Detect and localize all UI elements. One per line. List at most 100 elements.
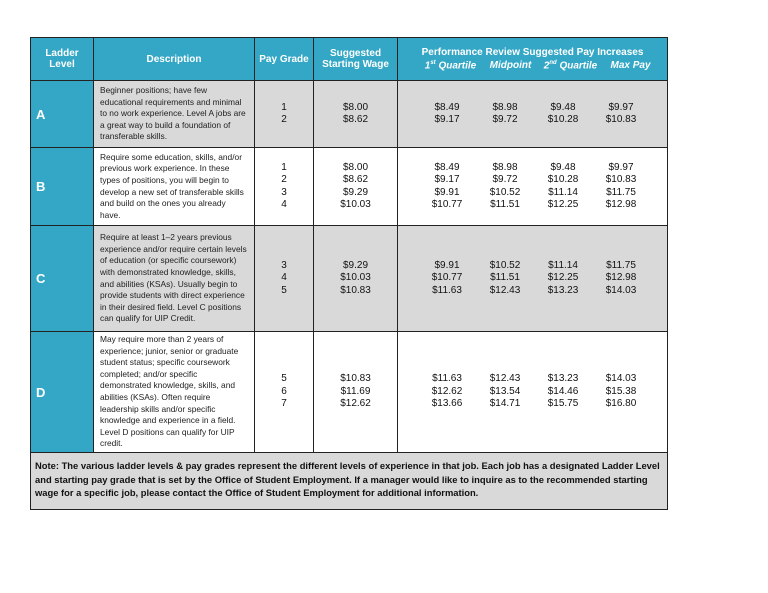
increases: $8.49 $9.17 $8.98 $9.72 $9.48 $10.28 $9.97 $10.… bbox=[398, 81, 667, 147]
increase-column: $8.98 $9.72 bbox=[476, 102, 534, 127]
increase-value: $8.49 bbox=[434, 101, 460, 113]
sub-header: Midpoint bbox=[481, 60, 541, 71]
increase-value: $13.54 bbox=[489, 385, 521, 397]
increase-value: $13.66 bbox=[431, 398, 463, 410]
increase-value: $12.43 bbox=[489, 284, 521, 296]
increases: $9.91 $10.77 $11.63 $10.52 $11.51 $12.43 $11.1… bbox=[398, 226, 667, 331]
increase-column: $11.14 $12.25 $13.23 bbox=[534, 260, 592, 298]
increase-value: $12.62 bbox=[431, 385, 463, 397]
starting-wage: $10.03 bbox=[340, 199, 371, 210]
pay-grade: 4 bbox=[281, 199, 287, 210]
increase-value: $9.97 bbox=[608, 101, 634, 113]
pay-grade: 1 bbox=[281, 161, 287, 173]
sub-header-label: Quartile bbox=[559, 60, 598, 72]
increase-column: $12.43 $13.54 $14.71 bbox=[476, 373, 534, 411]
description: Require at least 1–2 years previous expe… bbox=[94, 226, 255, 331]
increase-value: $9.91 bbox=[434, 186, 460, 198]
starting-wage: $8.62 bbox=[342, 174, 369, 185]
pay-grade: 3 bbox=[281, 186, 287, 198]
note: Note: The various ladder levels & pay gr… bbox=[31, 453, 667, 509]
increase-column: $8.49 $9.17 $9.91 $10.77 bbox=[418, 162, 476, 212]
increase-value: $9.72 bbox=[492, 174, 518, 185]
starting-wage: $11.69 bbox=[340, 385, 371, 397]
starting-wage: $8.00 bbox=[342, 101, 369, 113]
ladder-level: D bbox=[31, 332, 94, 452]
header-cell: Performance Review Suggested Pay Increas… bbox=[398, 38, 667, 80]
sub-header-label: Midpoint bbox=[489, 59, 532, 71]
ladder-level: B bbox=[31, 148, 94, 225]
pay-grade: 5 bbox=[281, 284, 287, 296]
increase-value: $12.98 bbox=[605, 199, 637, 210]
increase-value: $11.75 bbox=[606, 186, 636, 198]
table-row: C Require at least 1–2 years previous exp… bbox=[31, 226, 667, 332]
increase-column: $13.23 $14.46 $15.75 bbox=[534, 373, 592, 411]
sub-header-number: 2 bbox=[543, 60, 550, 72]
sub-header-number: 1 bbox=[424, 60, 431, 72]
increase-value: $11.14 bbox=[548, 259, 578, 271]
increase-column: $9.97 $10.83 $11.75 $12.98 bbox=[592, 162, 650, 212]
sub-header-suffix: nd bbox=[549, 59, 557, 66]
increase-value: $11.14 bbox=[548, 186, 578, 198]
increase-column: $8.98 $9.72 $10.52 $11.51 bbox=[476, 162, 534, 212]
starting-wage: $10.83 bbox=[340, 373, 371, 385]
increase-value: $10.77 bbox=[431, 272, 463, 284]
increase-value: $14.03 bbox=[605, 373, 637, 385]
increase-value: $14.46 bbox=[547, 385, 579, 397]
increase-value: $10.83 bbox=[605, 174, 637, 185]
increase-value: $11.63 bbox=[432, 373, 462, 385]
increase-value: $12.25 bbox=[547, 272, 579, 284]
increase-value: $9.72 bbox=[492, 114, 518, 125]
pay-grade: 3 bbox=[281, 259, 287, 271]
increase-value: $10.28 bbox=[547, 114, 579, 125]
increase-value: $16.80 bbox=[605, 398, 637, 410]
increase-value: $9.17 bbox=[434, 174, 460, 185]
increase-columns: $8.49 $9.17 $8.98 $9.72 $9.48 $10.28 $9.97 $10.… bbox=[398, 102, 667, 127]
starting-wage: $8.00 bbox=[342, 161, 369, 173]
sub-header: 2nd Quartile bbox=[541, 60, 601, 71]
sub-header-label: Quartile bbox=[438, 60, 477, 72]
increase-value: $10.52 bbox=[489, 259, 521, 271]
increase-column: $8.49 $9.17 bbox=[418, 102, 476, 127]
ladder-level: A bbox=[31, 81, 94, 147]
header-cell: Suggested Starting Wage bbox=[314, 38, 398, 80]
increase-column: $11.75 $12.98 $14.03 bbox=[592, 260, 650, 298]
starting-wage: $9.29 bbox=[342, 259, 369, 271]
pay-table: Ladder Level Description Pay Grade Suggeste… bbox=[30, 37, 668, 510]
note-row: Note: The various ladder levels & pay gr… bbox=[31, 453, 667, 509]
increase-value: $9.91 bbox=[434, 259, 460, 271]
increase-value: $9.97 bbox=[608, 161, 634, 173]
increase-value: $11.63 bbox=[432, 284, 462, 296]
increase-column: $14.03 $15.38 $16.80 bbox=[592, 373, 650, 411]
description: May require more than 2 years of experie… bbox=[94, 332, 255, 452]
increase-value: $11.51 bbox=[490, 272, 520, 284]
sub-header: 1st Quartile bbox=[421, 60, 481, 71]
table-row: D May require more than 2 years of experi… bbox=[31, 332, 667, 453]
increase-value: $9.48 bbox=[550, 161, 576, 173]
sub-header-label: Max Pay bbox=[610, 59, 651, 71]
header-cell: Description bbox=[94, 38, 255, 80]
pay-grade: 2 bbox=[281, 174, 287, 185]
increase-value: $10.52 bbox=[489, 186, 521, 198]
increase-value: $10.77 bbox=[431, 199, 463, 210]
ladder-level: C bbox=[31, 226, 94, 331]
pay-grade: 2 bbox=[281, 114, 287, 125]
pay-grade: 1 bbox=[281, 101, 287, 113]
starting-wages: $9.29 $10.03 $10.83 bbox=[314, 226, 398, 331]
starting-wages: $8.00 $8.62 $9.29 $10.03 bbox=[314, 148, 398, 225]
increase-value: $13.23 bbox=[547, 373, 579, 385]
increase-value: $8.49 bbox=[434, 161, 460, 173]
pay-grade: 4 bbox=[281, 272, 287, 284]
note-label: Note: bbox=[35, 460, 59, 471]
increase-columns: $9.91 $10.77 $11.63 $10.52 $11.51 $12.43 $11.1… bbox=[398, 260, 667, 298]
increase-columns: $8.49 $9.17 $9.91 $10.77 $8.98 $9.72 $10.52 $11… bbox=[398, 162, 667, 212]
increase-column: $9.91 $10.77 $11.63 bbox=[418, 260, 476, 298]
starting-wage: $9.29 bbox=[342, 186, 369, 198]
increase-column: $10.52 $11.51 $12.43 bbox=[476, 260, 534, 298]
table-row: B Require some education, skills, and/or … bbox=[31, 148, 667, 226]
increase-value: $12.43 bbox=[489, 373, 521, 385]
increase-value: $8.98 bbox=[492, 161, 518, 173]
pay-grade: 7 bbox=[281, 398, 287, 410]
description: Require some education, skills, and/or p… bbox=[94, 148, 255, 225]
